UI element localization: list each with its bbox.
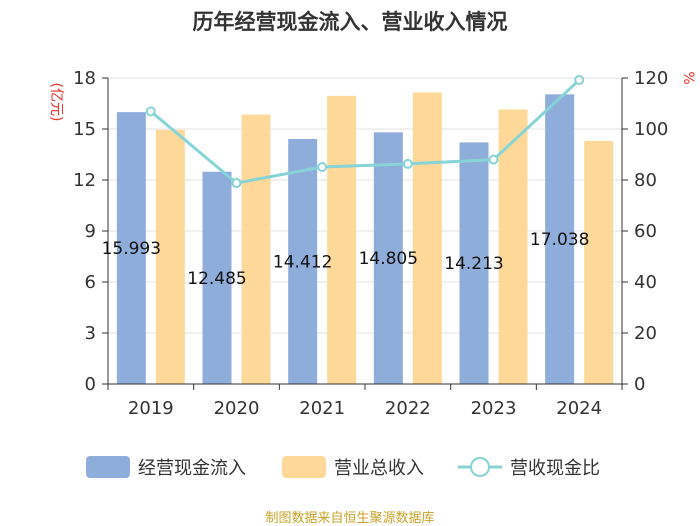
x-tick-label: 2019 [128, 398, 174, 419]
bar-revenue [327, 95, 357, 384]
bars [116, 92, 614, 385]
bar-value-label: 14.805 [359, 249, 418, 269]
source-footer: 制图数据来自恒生聚源数据库 [265, 511, 435, 526]
y-right-tick-label: 120 [634, 68, 668, 89]
x-tick-label: 2022 [385, 398, 431, 419]
legend: 经营现金流入 营业总收入 营收现金比 [86, 456, 600, 479]
ratio-point [574, 75, 585, 86]
legend-label: 营收现金比 [510, 458, 600, 479]
y-left-tick-label: 15 [73, 119, 96, 140]
y-left-tick-label: 12 [73, 170, 96, 191]
y-left-tick-label: 6 [85, 272, 96, 293]
legend-label: 经营现金流入 [138, 458, 246, 479]
y-left-tick-label: 3 [85, 323, 96, 344]
bar-revenue [584, 140, 614, 384]
x-tick-label: 2023 [471, 398, 517, 419]
gridlines [108, 77, 622, 334]
y-left-tick-label: 9 [85, 221, 96, 242]
bar-value-label: 12.485 [187, 269, 246, 289]
axes: 0 3 6 9 12 15 18 0 20 40 60 80 100 120 (亿元)% 2019 2020 20… [48, 68, 696, 419]
y-right-tick-label: 80 [634, 170, 657, 191]
legend-label: 营业总收入 [334, 458, 424, 479]
bar-cash-inflow [116, 112, 146, 384]
y-right-tick-label: 40 [634, 272, 657, 293]
ratio-point [488, 154, 499, 165]
legend-swatch-cash-inflow [86, 456, 130, 478]
y-right-tick-label: 0 [634, 374, 645, 395]
x-tick-label: 2020 [214, 398, 260, 419]
bar-cash-inflow [545, 94, 575, 384]
data-labels: 15.993 12.485 14.412 14.805 14.213 17.038 [102, 230, 590, 289]
y-right-tick-label: 60 [634, 221, 657, 242]
ratio-line-path [149, 78, 581, 185]
legend-marker-ratio [470, 457, 490, 477]
bar-revenue [498, 109, 528, 384]
y-right-unit-label: % [680, 71, 696, 84]
chart-title: 历年经营现金流入、营业收入情况 [192, 10, 508, 34]
bar-value-label: 14.412 [273, 252, 332, 272]
legend-swatch-revenue [282, 456, 326, 478]
bar-cash-inflow [459, 142, 489, 384]
ratio-point [402, 158, 413, 169]
ratio-point [231, 178, 242, 189]
bar-cash-inflow [373, 132, 403, 384]
bar-value-label: 17.038 [530, 230, 589, 250]
bar-revenue [155, 129, 185, 384]
y-left-tick-label: 0 [85, 374, 96, 395]
x-tick-label: 2021 [299, 398, 345, 419]
y-right-tick-label: 20 [634, 323, 657, 344]
bar-cash-inflow [288, 138, 318, 384]
ratio-line [145, 75, 585, 189]
ratio-point [317, 161, 328, 172]
bar-revenue [241, 114, 271, 385]
bar-revenue [412, 92, 442, 384]
ratio-point [145, 106, 156, 117]
y-left-unit-label: (亿元) [48, 83, 64, 122]
y-right-tick-label: 100 [634, 119, 668, 140]
bar-cash-inflow [202, 171, 232, 384]
x-tick-label: 2024 [556, 398, 602, 419]
y-left-tick-label: 18 [73, 68, 96, 89]
bar-value-label: 15.993 [102, 239, 161, 259]
bar-value-label: 14.213 [444, 254, 503, 274]
